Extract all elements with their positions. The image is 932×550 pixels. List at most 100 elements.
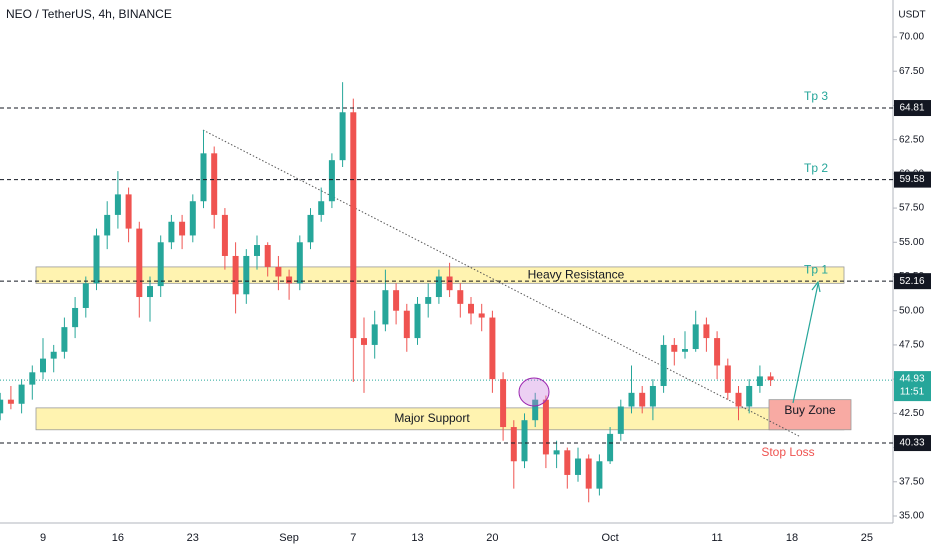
zone-label: Heavy Resistance [528,267,625,281]
candle-body [500,379,507,428]
candle-body [692,324,699,350]
candle-body [18,384,25,404]
x-tick-label: 23 [187,532,199,544]
candle-body [61,327,68,352]
candle-body [660,344,667,386]
level-axis-box [894,100,931,117]
arrow-shaft [792,283,819,404]
last-price-label: 44.93 [899,374,924,385]
candle-body [264,245,271,267]
x-tick-label: 7 [350,532,356,544]
candle-body [72,307,79,328]
candle-body [157,242,164,287]
candle-body [478,313,485,318]
arrow-head [811,280,821,293]
y-tick-label: 67.50 [899,66,924,77]
candle-body [371,324,378,345]
candle-body [575,458,581,475]
candle-body [425,297,432,304]
candle-body [382,290,389,325]
level-axis-label: 40.33 [899,438,924,449]
chart-title: NEO / TetherUS, 4h, BINANCE [6,7,172,21]
level-axis-box [894,171,931,188]
candle-body [307,214,314,243]
candle-body [286,276,293,284]
candle-body [414,303,421,339]
candle-body [457,290,464,304]
candle-body [596,461,603,489]
candle-body [296,242,303,284]
highlight-ellipse [518,377,550,407]
candle-body [211,153,218,215]
y-tick-label: 57.50 [899,203,924,214]
candle-body [489,317,496,380]
candle-body [607,433,614,462]
candle-body [532,399,539,421]
candle-body [168,221,175,243]
level-axis-label: 52.16 [899,276,924,287]
candle-body [254,245,260,256]
candle-body [339,112,346,161]
candle-body [350,112,357,339]
candle-body [403,310,410,339]
candle-body [521,420,528,462]
y-tick-label: 37.50 [899,476,924,487]
y-tick-label: 55.00 [899,237,924,248]
candle-body [617,406,624,434]
candle-body [468,303,474,314]
candle-body [179,221,186,236]
y-tick-label: 47.50 [899,340,924,351]
zone [768,399,852,431]
x-tick-label: 25 [861,532,873,544]
candle-body [50,351,57,359]
candle-body [0,399,4,414]
candle-body [136,228,143,298]
candle-body [82,283,89,308]
candle-body [328,160,335,202]
candle-body [564,450,571,475]
level-axis-label: 64.81 [899,103,924,114]
level-name: Tp 3 [804,89,828,103]
candle-body [189,201,196,236]
x-tick-label: 9 [40,532,46,544]
candle-body [40,358,46,373]
candle-body [446,276,453,291]
candle-body [200,153,207,202]
candle-body [767,376,774,381]
level-name: Tp 1 [804,262,828,276]
candle-body [243,255,250,295]
candle-body [104,214,111,236]
level-axis-box [894,435,931,452]
x-tick-label: 18 [786,532,798,544]
x-tick-label: 11 [711,532,722,544]
countdown-label: 11:51 [900,387,925,398]
level-name: Tp 2 [804,161,828,175]
candle-body [114,194,121,215]
level-axis-label: 59.58 [899,174,924,185]
candle-body [221,214,228,256]
y-tick-label: 50.00 [899,305,924,316]
candle-body [393,290,400,311]
candle-body [639,392,646,407]
candle-body [628,392,635,407]
x-tick-label: 20 [486,532,498,544]
candle-body [649,385,656,407]
axis-unit: USDT [898,10,925,21]
zone-label: Major Support [394,411,470,425]
candle-body [7,399,14,404]
candle-body [746,385,753,407]
candle-body [756,376,763,386]
candle-body [553,450,560,455]
candle-body [724,365,731,393]
candle-body [703,324,710,339]
candle-body [714,338,721,366]
level-axis-box [894,273,931,290]
candle-body [671,344,678,352]
candle-body [361,338,367,345]
candle-body [435,276,442,298]
y-tick-label: 70.00 [899,32,924,43]
zone-label: Buy Zone [784,403,836,417]
x-tick-label: 16 [112,532,124,544]
y-tick-label: 35.00 [899,511,924,522]
